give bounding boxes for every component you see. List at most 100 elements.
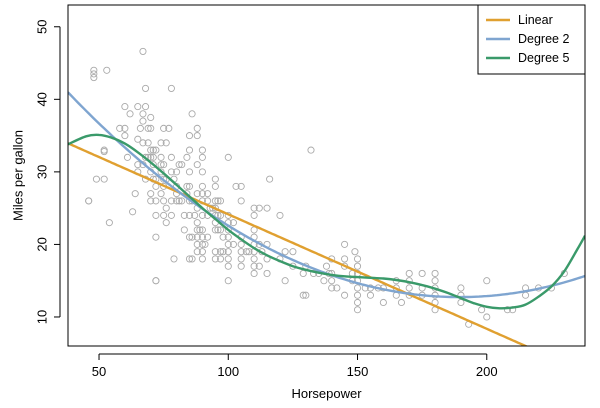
data-point	[196, 226, 204, 234]
data-point	[178, 161, 186, 169]
data-point	[276, 211, 284, 219]
data-point	[379, 298, 387, 307]
x-axis: 50 100 150 200	[92, 353, 498, 379]
data-point	[341, 291, 349, 299]
data-point	[299, 291, 307, 299]
data-point	[121, 124, 129, 132]
data-point	[193, 190, 201, 198]
data-point	[173, 197, 181, 205]
y-tick-label: 40	[35, 92, 50, 106]
data-point	[237, 240, 245, 248]
data-point	[281, 248, 289, 256]
data-point	[216, 226, 225, 234]
data-point	[216, 248, 225, 256]
data-point	[503, 306, 512, 314]
data-point	[90, 66, 98, 74]
data-point	[173, 168, 181, 176]
data-point	[162, 139, 170, 147]
data-point	[431, 277, 439, 285]
data-point	[204, 190, 212, 198]
data-point	[198, 233, 206, 241]
data-point	[353, 291, 362, 299]
data-point	[211, 248, 219, 256]
data-point	[157, 168, 165, 176]
data-point	[185, 211, 194, 219]
data-point	[160, 197, 168, 205]
data-point	[237, 197, 245, 205]
data-point	[242, 248, 250, 256]
data-point	[147, 190, 155, 198]
data-point	[180, 211, 188, 219]
data-point	[157, 161, 165, 169]
data-point	[353, 284, 362, 292]
data-point	[152, 211, 160, 219]
data-point	[121, 132, 129, 140]
data-point	[126, 110, 134, 118]
data-point	[224, 240, 232, 248]
data-point	[157, 190, 165, 198]
data-point	[134, 103, 142, 111]
data-point	[188, 255, 196, 263]
data-point	[229, 219, 237, 227]
data-point	[224, 153, 232, 161]
y-tick-label: 10	[35, 310, 50, 324]
data-point	[193, 219, 201, 227]
data-point	[193, 233, 201, 241]
legend-label: Degree 5	[518, 51, 569, 65]
legend-label: Degree 2	[518, 32, 569, 46]
data-point	[405, 284, 413, 292]
data-point	[255, 204, 263, 212]
data-point	[224, 233, 232, 241]
data-point	[245, 248, 253, 256]
data-point	[418, 269, 426, 277]
data-point	[216, 255, 225, 263]
data-point	[198, 146, 206, 154]
data-point	[193, 240, 201, 248]
data-point	[105, 219, 113, 227]
data-point	[144, 124, 152, 132]
data-point	[521, 291, 530, 299]
data-point	[224, 262, 232, 270]
data-point	[90, 70, 98, 78]
x-tick-label: 200	[476, 364, 498, 379]
data-point	[165, 124, 173, 132]
data-point	[322, 262, 331, 270]
data-point	[198, 226, 206, 234]
data-point	[198, 182, 206, 190]
series-line-degree-5	[68, 133, 585, 310]
data-point	[175, 161, 183, 169]
data-point	[214, 226, 222, 234]
data-point	[139, 47, 147, 55]
data-point	[198, 240, 206, 248]
data-point	[201, 240, 209, 248]
data-point	[188, 233, 196, 241]
data-point	[341, 240, 349, 248]
data-point	[139, 110, 147, 118]
data-point	[141, 84, 150, 92]
data-point	[250, 269, 258, 277]
x-tick-label: 100	[217, 364, 239, 379]
data-point	[353, 306, 362, 314]
data-point	[198, 211, 206, 219]
series-line-linear	[68, 142, 529, 346]
data-point	[224, 248, 232, 256]
data-point	[211, 226, 219, 234]
data-point	[139, 139, 147, 147]
data-point	[134, 135, 142, 143]
data-point	[131, 190, 139, 198]
data-point	[263, 269, 271, 277]
data-point	[237, 262, 245, 270]
data-point	[266, 175, 274, 183]
data-point	[302, 291, 310, 299]
y-tick-label: 30	[35, 165, 50, 179]
data-point	[147, 146, 155, 154]
data-point	[211, 182, 219, 190]
data-point	[255, 262, 263, 270]
data-point	[353, 262, 362, 270]
data-point	[149, 161, 157, 169]
y-tick-label: 20	[35, 237, 50, 251]
data-point	[157, 153, 165, 161]
data-point	[353, 298, 362, 307]
data-point	[185, 146, 194, 154]
